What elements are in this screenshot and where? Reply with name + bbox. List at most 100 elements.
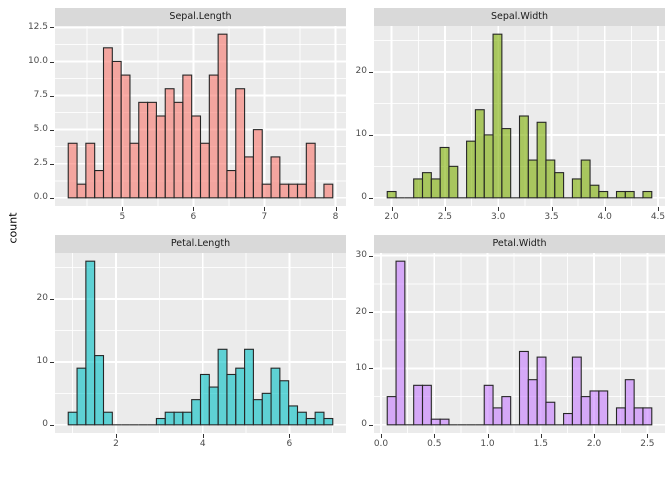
x-tick-mark	[335, 207, 337, 211]
histogram-bar	[279, 183, 290, 199]
x-tick-label: 0.0	[373, 439, 389, 449]
histogram-bar	[466, 140, 476, 199]
histogram-bar	[120, 74, 131, 199]
x-tick-label: 8	[332, 212, 339, 222]
histogram-bar	[305, 142, 316, 199]
histogram-bar	[191, 399, 202, 426]
histogram-bar	[430, 178, 441, 199]
y-tick-label: 5.0	[33, 124, 48, 135]
x-tick-label: 6	[286, 439, 293, 449]
y-tick-label: 10.0	[27, 56, 48, 66]
y-tick-mark	[369, 134, 373, 136]
histogram-bar	[138, 101, 149, 199]
histogram-bar	[589, 390, 600, 426]
x-tick-mark	[193, 207, 195, 211]
histogram-bar	[235, 367, 246, 426]
x-tick-label: 2.0	[586, 439, 602, 449]
histogram-bar	[182, 74, 193, 199]
x-tick-mark	[289, 434, 291, 438]
facet-strip-petal-length: Petal.Length	[55, 235, 346, 253]
histogram-bar	[615, 190, 626, 199]
y-tick-mark	[369, 312, 373, 313]
histogram-bar	[208, 74, 219, 199]
x-tick-mark	[381, 434, 382, 438]
histogram-bar	[191, 115, 202, 199]
histogram-bar	[314, 411, 325, 426]
x-tick-label: 3.5	[544, 212, 559, 222]
histogram-bar	[111, 60, 122, 199]
x-tick-mark	[551, 207, 553, 211]
histogram-bar	[164, 88, 175, 199]
histogram-bar	[244, 348, 254, 426]
y-tick-label: 0.0	[33, 192, 48, 203]
y-tick-label: 20	[355, 66, 367, 77]
y-tick-mark	[369, 71, 373, 73]
histogram-bar	[589, 184, 600, 199]
x-tick-mark	[434, 434, 436, 438]
x-tick-mark	[444, 207, 446, 211]
x-tick-label: 4.5	[650, 212, 666, 222]
histogram-bar	[439, 418, 450, 426]
histogram-bar	[413, 384, 424, 426]
y-tick-mark	[50, 27, 54, 29]
facet-panel-sepal-length	[55, 26, 346, 206]
y-tick-label: 0	[42, 419, 48, 430]
x-tick-label: 6	[190, 212, 197, 222]
histogram-bar	[85, 142, 96, 199]
histogram-bar	[571, 178, 582, 199]
histogram-bar	[94, 170, 105, 199]
facet-panel-petal-length	[55, 253, 346, 433]
histogram-bar	[563, 412, 573, 426]
y-tick-label: 10	[36, 356, 48, 367]
y-tick-label: 0	[361, 419, 367, 430]
histogram-bar	[226, 170, 237, 199]
x-tick-label: 3.0	[491, 212, 506, 222]
x-tick-label: 2	[113, 439, 119, 449]
histogram-bar	[492, 33, 503, 199]
histogram-bar	[67, 142, 78, 199]
y-tick-label: 7.5	[33, 90, 48, 100]
histogram-bar	[288, 405, 299, 426]
histogram-bar	[288, 183, 299, 199]
histogram-bar	[147, 101, 157, 199]
histogram-bar	[76, 183, 87, 199]
facet-strip-sepal-width: Sepal.Width	[374, 8, 665, 26]
x-tick-label: 2.5	[437, 212, 453, 222]
y-tick-label: 10	[355, 362, 367, 373]
histogram-bar	[536, 121, 547, 199]
histogram-bar	[518, 115, 529, 199]
x-tick-label: 5	[119, 212, 126, 222]
x-tick-label: 2.5	[640, 439, 655, 449]
y-tick-mark	[50, 361, 54, 363]
histogram-bar	[261, 183, 272, 199]
histogram-bar	[102, 47, 113, 199]
x-tick-mark	[264, 207, 266, 211]
histogram-bar	[545, 401, 556, 426]
histogram-bar	[580, 159, 591, 199]
x-tick-mark	[122, 207, 124, 211]
y-tick-label: 0	[361, 192, 367, 203]
histogram-bar	[305, 417, 316, 426]
histogram-bar	[199, 373, 210, 426]
x-tick-label: 2.0	[384, 212, 399, 222]
y-tick-label: 12.5	[27, 21, 48, 32]
x-tick-label: 4	[199, 439, 206, 449]
histogram-bar	[129, 142, 140, 199]
x-tick-label: 1.0	[480, 439, 495, 449]
histogram-bar	[598, 190, 609, 199]
y-tick-mark	[50, 95, 54, 97]
histogram-bar	[483, 384, 494, 426]
x-tick-mark	[498, 207, 500, 211]
histogram-bar	[527, 379, 538, 426]
histogram-bar	[323, 417, 334, 426]
y-tick-label: 20	[355, 306, 367, 317]
y-tick-mark	[50, 163, 54, 165]
x-tick-label: 4.0	[597, 212, 612, 222]
histogram-bar	[252, 129, 263, 199]
histogram-bar	[642, 407, 653, 426]
y-tick-label: 2.5	[33, 158, 48, 169]
histogram-bar	[439, 146, 450, 199]
y-tick-mark	[50, 424, 54, 426]
histogram-bar	[421, 172, 432, 199]
